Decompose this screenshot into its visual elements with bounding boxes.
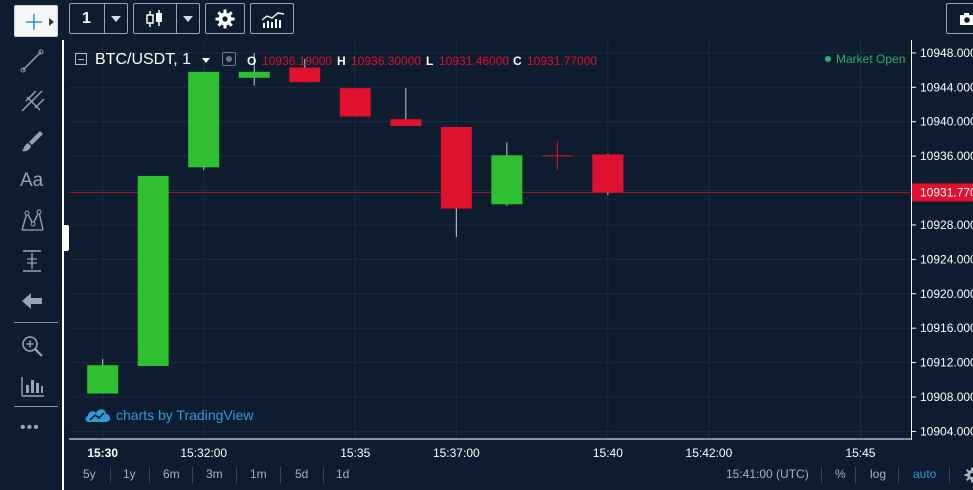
clock-label[interactable]: 15:41:00 (UTC) bbox=[726, 467, 809, 481]
brush-icon[interactable] bbox=[18, 128, 46, 154]
settings-button[interactable] bbox=[205, 3, 245, 34]
more-icon[interactable]: ••• bbox=[18, 418, 46, 444]
auto-toggle[interactable]: auto bbox=[913, 467, 937, 481]
time-tick-label: 15:42:00 bbox=[686, 446, 733, 460]
price-tick-label: 10920.000 bbox=[920, 287, 973, 301]
drawing-toolbar: Aa ••• bbox=[0, 40, 62, 490]
close-label: C bbox=[513, 54, 522, 68]
time-tick-label: 15:30 bbox=[87, 446, 118, 460]
close-value: 10931.77000 bbox=[527, 54, 598, 68]
snapshot-button[interactable] bbox=[946, 3, 973, 34]
log-toggle[interactable]: log bbox=[870, 467, 887, 481]
high-value: 10936.30000 bbox=[351, 54, 422, 68]
range-5d-button[interactable]: 5d bbox=[295, 467, 309, 481]
pitchfork-icon[interactable] bbox=[18, 88, 46, 114]
range-6m-button[interactable]: 6m bbox=[163, 467, 180, 481]
last-price-badge bbox=[912, 183, 973, 202]
candle-up[interactable] bbox=[238, 71, 270, 78]
candle-down[interactable] bbox=[440, 126, 472, 209]
chevron-down-icon bbox=[183, 16, 193, 22]
symbol-chevron-down-icon[interactable] bbox=[202, 58, 210, 63]
candle-up[interactable] bbox=[137, 175, 169, 367]
cloud-icon bbox=[84, 406, 112, 424]
price-tick-label: 10904.000 bbox=[920, 424, 973, 438]
low-value: 10931.46000 bbox=[439, 54, 510, 68]
gear-icon[interactable] bbox=[964, 467, 973, 483]
price-tick-label: 10924.000 bbox=[920, 252, 973, 266]
trend-line-icon[interactable] bbox=[18, 48, 46, 74]
top-toolbar: 1 bbox=[0, 0, 973, 40]
interval-select[interactable]: 1 bbox=[69, 3, 128, 34]
crosshair-icon bbox=[23, 11, 45, 33]
candle-down[interactable] bbox=[289, 67, 321, 83]
measure-icon[interactable] bbox=[18, 248, 46, 274]
price-tick-label: 10940.000 bbox=[920, 115, 973, 129]
low-label: L bbox=[426, 54, 434, 68]
indicators-button[interactable] bbox=[250, 3, 294, 34]
camera-icon bbox=[959, 12, 973, 26]
time-tick-label: 15:37:00 bbox=[433, 446, 480, 460]
candle-up[interactable] bbox=[87, 365, 119, 394]
price-tick-label: 10928.000 bbox=[920, 218, 973, 232]
text-tool-label: Aa bbox=[20, 170, 44, 191]
range-5y-button[interactable]: 5y bbox=[83, 467, 96, 481]
price-tick-label: 10912.000 bbox=[920, 356, 973, 370]
candle-down[interactable] bbox=[592, 154, 624, 193]
price-axis[interactable]: 10904.000 10908.000 10912.000 10916.000 1092… bbox=[911, 40, 973, 440]
toolbar-collapse-handle[interactable] bbox=[63, 225, 69, 251]
range-1m-button[interactable]: 1m bbox=[250, 467, 267, 481]
gear-icon bbox=[215, 9, 235, 29]
pattern-icon[interactable] bbox=[18, 208, 46, 234]
chevron-right-icon bbox=[49, 18, 54, 26]
interval-label: 1 bbox=[82, 10, 91, 27]
time-axis[interactable]: 15:30 15:32:00 15:35 15:37:00 15:40 15:42:00 1… bbox=[69, 440, 911, 462]
chart-style-select[interactable] bbox=[133, 3, 200, 34]
market-status: Market Open bbox=[826, 52, 905, 66]
crosshair-tool-button[interactable] bbox=[14, 5, 58, 37]
back-arrow-icon[interactable] bbox=[18, 288, 46, 314]
collapse-legend-icon[interactable] bbox=[75, 53, 87, 65]
candle-down[interactable] bbox=[541, 155, 573, 157]
price-tick-label: 10944.000 bbox=[920, 80, 973, 94]
time-tick-label: 15:32:00 bbox=[180, 446, 227, 460]
candle-up[interactable] bbox=[491, 155, 523, 205]
chevron-down-icon bbox=[111, 16, 121, 22]
time-tick-label: 15:35 bbox=[340, 446, 370, 460]
bottom-toolbar: 5y 1y 6m 3m 1m 5d 1d 15:41:00 (UTC) % lo… bbox=[69, 462, 973, 490]
time-tick-label: 15:40 bbox=[593, 446, 623, 460]
bars-pattern-icon[interactable] bbox=[18, 373, 46, 399]
price-axis-labels: 10904.000 10908.000 10912.000 10916.000 1092… bbox=[912, 46, 973, 438]
symbol-label[interactable]: BTC/USDT, 1 bbox=[95, 51, 192, 68]
market-status-dot bbox=[825, 56, 831, 62]
range-1y-button[interactable]: 1y bbox=[123, 467, 136, 481]
candle-up[interactable] bbox=[188, 71, 220, 168]
text-icon[interactable]: Aa bbox=[18, 168, 46, 194]
market-status-text: Market Open bbox=[836, 52, 906, 66]
eye-icon[interactable] bbox=[222, 52, 236, 66]
high-label: H bbox=[337, 54, 346, 68]
time-tick-label: 15:45 bbox=[845, 446, 875, 460]
toolbar-divider bbox=[62, 40, 64, 490]
candle-down[interactable] bbox=[339, 88, 371, 117]
last-price-label: 10931.770 bbox=[920, 186, 973, 200]
price-tick-label: 10948.000 bbox=[920, 46, 973, 60]
indicators-icon bbox=[261, 10, 285, 28]
watermark-text: charts by TradingView bbox=[116, 407, 254, 423]
open-value: 10936.19000 bbox=[262, 54, 333, 68]
price-tick-label: 10908.000 bbox=[920, 390, 973, 404]
candlestick-icon bbox=[144, 9, 166, 29]
more-label: ••• bbox=[20, 419, 40, 436]
open-label: O bbox=[247, 54, 257, 68]
price-tick-label: 10936.000 bbox=[920, 149, 973, 163]
chart-pane[interactable] bbox=[69, 40, 911, 440]
percent-toggle[interactable]: % bbox=[835, 467, 846, 481]
candle-down[interactable] bbox=[390, 119, 422, 127]
chart-plot[interactable] bbox=[69, 40, 911, 440]
price-tick-label: 10916.000 bbox=[920, 321, 973, 335]
range-1d-button[interactable]: 1d bbox=[336, 467, 350, 481]
zoom-icon[interactable] bbox=[18, 333, 46, 359]
range-3m-button[interactable]: 3m bbox=[206, 467, 223, 481]
